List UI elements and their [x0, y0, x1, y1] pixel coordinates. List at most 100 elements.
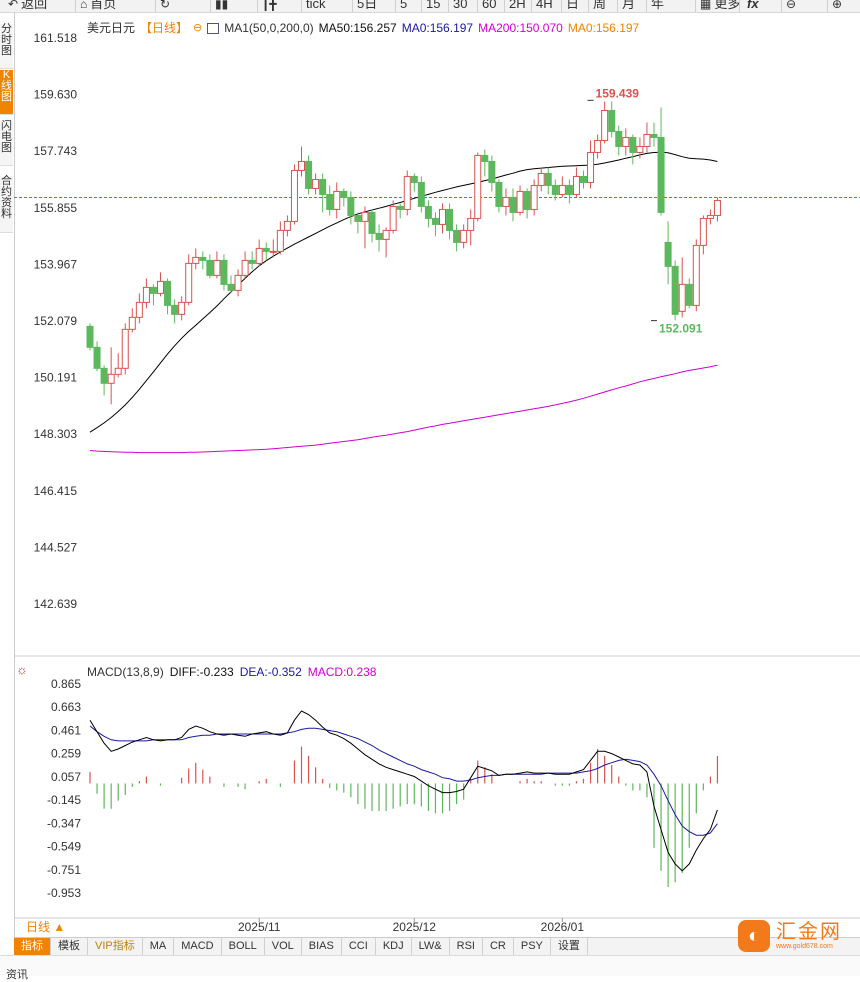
- macd-tick-label: 0.865: [51, 677, 81, 691]
- toolbar-item-19[interactable]: ⊖: [786, 0, 796, 12]
- indicator-tab-7[interactable]: BIAS: [302, 938, 342, 955]
- candle-body: [149, 286, 157, 294]
- indicator-tab-11[interactable]: RSI: [450, 938, 483, 955]
- toolbar-separator: [421, 0, 422, 12]
- indicator-tab-3[interactable]: MA: [143, 938, 175, 955]
- legend-ma200: MA200:150.070: [478, 20, 563, 35]
- toolbar-item-0[interactable]: ↶ 返回: [8, 0, 47, 12]
- macd-tick-label: -0.953: [47, 886, 81, 900]
- toolbar-item-12[interactable]: 4H: [536, 0, 553, 12]
- settings-icon[interactable]: ⊖: [193, 22, 203, 34]
- indicator-tab-6[interactable]: VOL: [265, 938, 302, 955]
- candle-body: [692, 244, 700, 306]
- side-tab-3[interactable]: 合约资料: [0, 176, 13, 233]
- price-tick-label: 152.079: [34, 314, 78, 328]
- side-tab-1[interactable]: K线图: [0, 70, 13, 115]
- macd-title[interactable]: MACD(13,8,9): [87, 665, 164, 679]
- candle-body: [474, 154, 482, 219]
- candle-body: [382, 229, 390, 240]
- bar-chart-icon: ▮▮: [215, 0, 229, 11]
- legend-ma0b: MA0:156.197: [567, 20, 640, 35]
- indicator-tab-5[interactable]: BOLL: [222, 938, 265, 955]
- side-tab-2[interactable]: 闪电图: [0, 121, 13, 166]
- indicator-tab-2[interactable]: VIP指标: [88, 938, 143, 955]
- candle-body: [312, 178, 320, 189]
- macd-tick-label: -0.751: [47, 863, 81, 877]
- candle-body: [100, 367, 108, 384]
- toolbar-item-13[interactable]: 日: [566, 0, 579, 12]
- indicator-tab-1[interactable]: 模板: [51, 938, 88, 955]
- candle-body: [178, 301, 186, 315]
- toolbar-item-8[interactable]: 15: [426, 0, 440, 12]
- period-button[interactable]: 日线 ▲: [26, 920, 66, 934]
- candle-body: [389, 205, 397, 231]
- candle-body: [643, 133, 651, 147]
- toolbar-separator: [155, 0, 156, 12]
- toolbar-item-16[interactable]: 年: [651, 0, 664, 12]
- candle-body: [572, 175, 580, 195]
- candle-body: [565, 184, 573, 195]
- legend-period[interactable]: 【日线】: [140, 21, 189, 35]
- toolbar-separator: [561, 0, 562, 12]
- indicator-tab-12[interactable]: CR: [483, 938, 514, 955]
- toolbar-item-1[interactable]: ⌂ 首页: [80, 0, 116, 12]
- toolbar-item-10[interactable]: 60: [482, 0, 496, 12]
- annotation-label: 152.091: [659, 322, 703, 336]
- toolbar-separator: [477, 0, 478, 12]
- legend-ma50: MA50:156.257: [318, 20, 397, 35]
- watermark: ◐ 汇金网 www.gold678.com: [738, 916, 856, 956]
- candle-body: [185, 262, 193, 303]
- toolbar-item-14[interactable]: 周: [593, 0, 606, 12]
- candle-body: [509, 196, 517, 213]
- candle-body: [424, 205, 432, 219]
- candle-body: [107, 373, 115, 384]
- indicator-tabs: 指标 模板 VIP指标 MA MACD BOLL VOL BIAS CCI KDJ LW& RSI CR…: [14, 937, 860, 956]
- candle-body: [685, 283, 693, 306]
- indicator-tab-10[interactable]: LW&: [412, 938, 450, 955]
- candle-body: [135, 301, 143, 318]
- candlestick-icon: ┃╋: [262, 0, 277, 11]
- toolbar-item-11[interactable]: 2H: [509, 0, 526, 12]
- candle-body: [248, 259, 256, 264]
- candle-body: [706, 214, 714, 219]
- macd-tick-label: 0.259: [51, 747, 81, 761]
- indicator-tab-14[interactable]: 设置: [551, 938, 588, 955]
- candle-body: [305, 160, 313, 189]
- toolbar-label: tick: [306, 0, 326, 11]
- toolbar-item-15[interactable]: 月: [622, 0, 635, 12]
- toolbar-item-5[interactable]: tick: [306, 0, 326, 12]
- macd-dea: DEA:-0.352: [239, 665, 302, 679]
- macd-settings-icon[interactable]: ☼: [16, 662, 28, 677]
- price-tick-label: 153.967: [34, 257, 78, 271]
- indicator-tab-8[interactable]: CCI: [342, 938, 376, 955]
- toolbar-item-20[interactable]: ⊕: [832, 0, 842, 12]
- candle-body: [220, 259, 228, 285]
- indicator-tab-0[interactable]: 指标: [14, 938, 51, 955]
- candle-body: [93, 346, 101, 369]
- indicator-tab-4[interactable]: MACD: [174, 938, 222, 955]
- candle-body: [114, 367, 122, 375]
- toolbar-item-18[interactable]: fx: [744, 0, 759, 12]
- footer-label[interactable]: 资讯: [6, 969, 28, 981]
- candle-body: [213, 259, 221, 276]
- toolbar-item-7[interactable]: 5: [400, 0, 407, 12]
- toolbar-label: 2H: [509, 0, 526, 11]
- candle-body: [234, 274, 242, 291]
- ma-setting-icon[interactable]: [207, 23, 220, 34]
- toolbar-item-4[interactable]: ┃╋: [262, 0, 276, 12]
- indicator-tab-9[interactable]: KDJ: [376, 938, 412, 955]
- side-tab-0[interactable]: 分时图: [0, 24, 13, 69]
- watermark-url: www.gold678.com: [776, 943, 833, 950]
- toolbar-item-3[interactable]: ▮▮: [215, 0, 228, 12]
- toolbar-item-17[interactable]: ▦ 更多: [700, 0, 740, 12]
- toolbar-item-6[interactable]: 5日: [357, 0, 377, 12]
- toolbar-item-9[interactable]: 30: [453, 0, 467, 12]
- indicator-tab-13[interactable]: PSY: [514, 938, 551, 955]
- candle-body: [164, 280, 172, 306]
- macd-tick-label: -0.145: [47, 793, 81, 807]
- toolbar-item-2[interactable]: ↻: [160, 0, 170, 12]
- back-arrow-icon: ↶: [8, 0, 19, 11]
- time-label: 2026/01: [541, 920, 585, 934]
- legend-ma-setting[interactable]: MA1(50,0,200,0): [224, 20, 314, 35]
